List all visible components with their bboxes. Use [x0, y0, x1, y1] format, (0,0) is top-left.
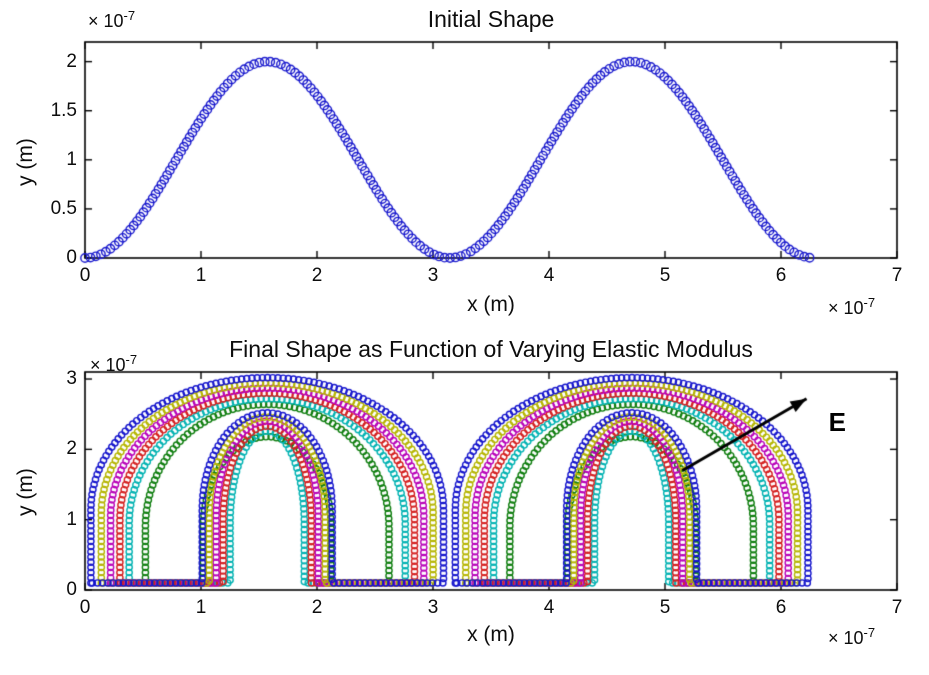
scale-mantissa: × 10: [828, 628, 864, 648]
x-tick-label: 7: [891, 265, 903, 286]
x-tick-label: 3: [427, 597, 439, 618]
x-tick-label: 5: [659, 265, 671, 286]
y-tick-label: 3: [66, 368, 77, 390]
top-x-axis-scale-label: × 10-7: [828, 295, 875, 319]
y-tick-label: 0: [66, 247, 77, 268]
x-tick-label: 4: [543, 597, 555, 618]
y-tick-label: 1: [66, 148, 77, 170]
elastic-modulus-e-label: E: [828, 406, 847, 437]
x-tick-label: 2: [311, 265, 323, 286]
scale-exponent: -7: [125, 352, 138, 367]
x-tick-label: 0: [79, 597, 91, 618]
y-tick-label: 0.5: [50, 197, 77, 219]
x-tick-label: 2: [311, 597, 323, 618]
y-tick-label: 2: [66, 50, 77, 72]
x-tick-label: 1: [195, 265, 207, 286]
scale-mantissa: × 10: [90, 355, 126, 375]
x-tick-label: 0: [79, 265, 91, 286]
top-x-axis-label: x (m): [467, 293, 515, 316]
top-plot-title: Initial Shape: [427, 6, 555, 32]
y-tick-label: 2: [66, 438, 77, 460]
x-tick-label: 7: [891, 597, 903, 618]
bottom-x-axis-label: x (m): [467, 623, 515, 646]
y-tick-label: 1.5: [50, 99, 77, 121]
y-tick-label: 0: [66, 579, 77, 600]
scale-mantissa: × 10: [88, 11, 124, 31]
x-tick-label: 1: [195, 597, 207, 618]
top-y-axis-scale-label: × 10-7: [88, 8, 135, 32]
bottom-y-axis-scale-label: × 10-7: [90, 352, 137, 376]
y-tick-label: 1: [66, 508, 77, 530]
scale-exponent: -7: [863, 625, 876, 640]
x-tick-label: 5: [659, 597, 671, 618]
bottom-x-axis-scale-label: × 10-7: [828, 625, 875, 649]
scale-exponent: -7: [123, 8, 136, 23]
x-tick-label: 4: [543, 265, 555, 286]
scale-mantissa: × 10: [828, 298, 864, 318]
x-tick-label: 6: [775, 597, 787, 618]
scale-exponent: -7: [863, 295, 876, 310]
x-tick-label: 3: [427, 265, 439, 286]
bottom-plot-title: Final Shape as Function of Varying Elast…: [229, 336, 753, 362]
x-tick-label: 6: [775, 265, 787, 286]
